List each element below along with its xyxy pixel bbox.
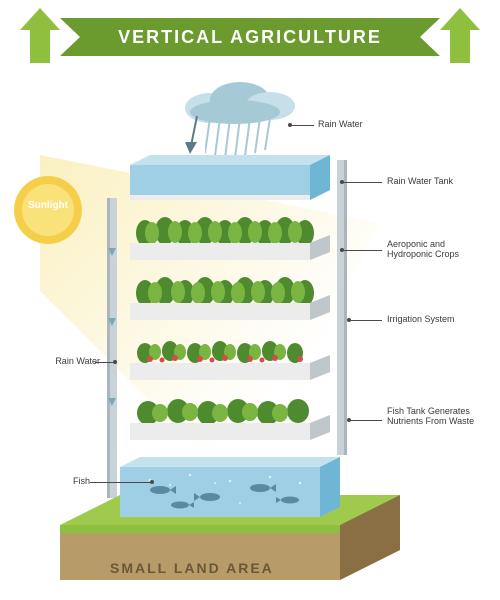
infographic-canvas: VERTICAL AGRICULTURE bbox=[0, 0, 500, 600]
crop-shelf-2 bbox=[130, 275, 330, 320]
label-rain-water-pipe: Rain Water bbox=[40, 356, 100, 366]
rain-lines-icon bbox=[205, 118, 275, 158]
label-rain-water-cloud: Rain Water bbox=[318, 119, 398, 129]
tower-structure bbox=[130, 155, 330, 525]
rain-water-tank bbox=[130, 155, 330, 200]
label-crops: Aeroponic and Hydroponic Crops bbox=[387, 239, 487, 260]
label-rain-water-tank: Rain Water Tank bbox=[387, 176, 487, 186]
crop-shelf-3 bbox=[130, 335, 330, 380]
page-title: VERTICAL AGRICULTURE bbox=[118, 28, 382, 47]
label-fish-tank: Fish Tank Generates Nutrients From Waste bbox=[387, 406, 497, 427]
rain-arrow-icon bbox=[185, 116, 203, 156]
label-irrigation: Irrigation System bbox=[387, 314, 487, 324]
pipe-right bbox=[335, 160, 349, 455]
fish-tank bbox=[120, 455, 340, 520]
crop-shelf-1 bbox=[130, 215, 330, 260]
crop-shelf-4 bbox=[130, 395, 330, 440]
header-banner: VERTICAL AGRICULTURE bbox=[60, 18, 440, 56]
header-arrow-left bbox=[20, 8, 60, 63]
ground-label: SMALL LAND AREA bbox=[110, 560, 274, 576]
label-fish: Fish bbox=[60, 476, 90, 486]
header-arrow-right bbox=[440, 8, 480, 63]
pipe-left bbox=[105, 198, 119, 498]
sun-label: Sunlight bbox=[18, 200, 78, 211]
